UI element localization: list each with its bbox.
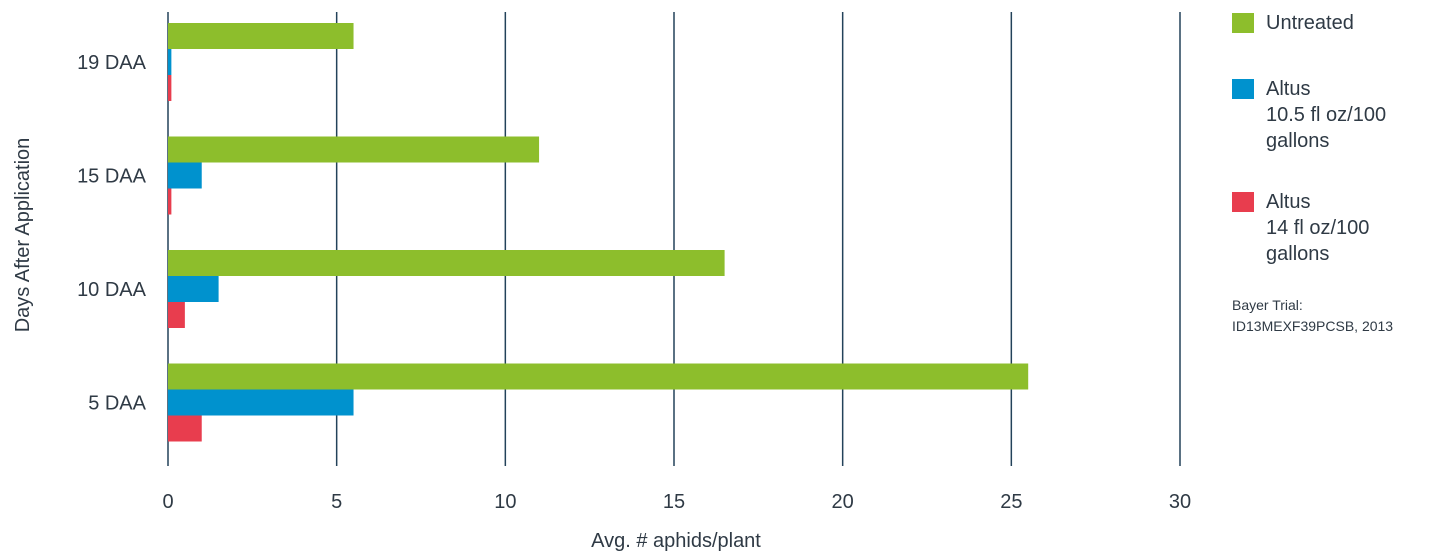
grid-lines <box>167 12 1181 466</box>
bar-altus-14-fl-oz-100-gallons-15-daa <box>168 188 172 215</box>
legend-item-untreated: Untreated <box>1232 10 1437 36</box>
x-tick-label: 25 <box>1000 491 1022 513</box>
legend-item-altus-14: Altus 14 fl oz/100 gallons <box>1232 189 1437 267</box>
x-tick-label: 15 <box>663 491 685 513</box>
legend-swatch-untreated <box>1232 13 1254 33</box>
legend: Untreated Altus 10.5 fl oz/100 gallons A… <box>1232 10 1437 337</box>
source-note-line: Bayer Trial: <box>1232 297 1303 313</box>
category-label: 15 DAA <box>77 166 147 188</box>
legend-label: Altus <box>1266 78 1311 100</box>
x-tick-label: 10 <box>494 491 516 513</box>
legend-swatch-altus-14 <box>1232 192 1254 212</box>
category-label: 5 DAA <box>88 393 146 415</box>
x-tick-label: 30 <box>1169 491 1191 513</box>
legend-label: Untreated <box>1266 12 1354 34</box>
source-note: Bayer Trial: ID13MEXF39PCSB, 2013 <box>1232 295 1437 337</box>
legend-label: 14 fl oz/100 <box>1266 217 1370 239</box>
legend-label: gallons <box>1266 130 1330 152</box>
x-tick-label: 0 <box>162 491 173 513</box>
category-label: 10 DAA <box>77 279 147 301</box>
bar-untreated-10-daa <box>168 250 725 276</box>
x-axis-title: Avg. # aphids/plant <box>591 530 761 552</box>
bar-untreated-15-daa <box>168 136 540 163</box>
x-tick-labels: 0 5 10 15 20 25 30 <box>162 491 1191 513</box>
legend-label: gallons <box>1266 243 1330 265</box>
bar-untreated-19-daa <box>168 23 354 49</box>
bar-altus-10-5-fl-oz-100-gallons-10-daa <box>168 276 219 302</box>
source-note-line: ID13MEXF39PCSB, 2013 <box>1232 318 1394 334</box>
x-tick-label: 5 <box>331 491 342 513</box>
bars <box>168 23 1029 442</box>
legend-label: 10.5 fl oz/100 <box>1266 104 1387 126</box>
bar-altus-14-fl-oz-100-gallons-5-daa <box>168 415 202 442</box>
legend-label: Altus <box>1266 191 1311 213</box>
bar-untreated-5-daa <box>168 363 1029 390</box>
legend-item-altus-10-5: Altus 10.5 fl oz/100 gallons <box>1232 76 1437 154</box>
bar-altus-10-5-fl-oz-100-gallons-19-daa <box>168 49 172 75</box>
y-axis-title: Days After Application <box>12 138 34 333</box>
bar-altus-14-fl-oz-100-gallons-19-daa <box>168 75 172 101</box>
x-tick-label: 20 <box>832 491 854 513</box>
category-labels: 19 DAA 15 DAA 10 DAA 5 DAA <box>77 52 147 415</box>
bar-altus-10-5-fl-oz-100-gallons-15-daa <box>168 162 202 189</box>
bar-altus-14-fl-oz-100-gallons-10-daa <box>168 302 185 328</box>
legend-swatch-altus-10-5 <box>1232 79 1254 99</box>
category-label: 19 DAA <box>77 52 147 74</box>
bar-altus-10-5-fl-oz-100-gallons-5-daa <box>168 389 354 416</box>
